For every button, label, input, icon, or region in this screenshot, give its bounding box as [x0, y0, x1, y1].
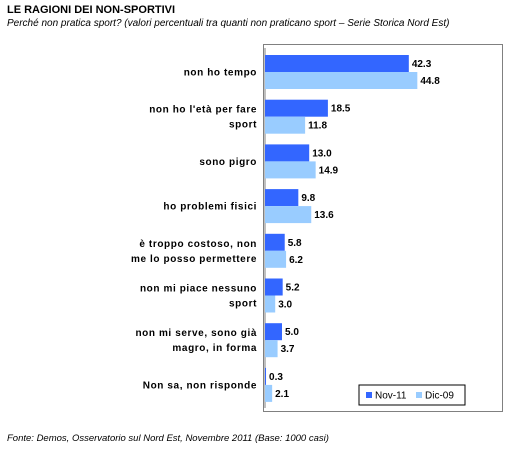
legend-box: [358, 384, 466, 406]
legend-swatch-1: [366, 392, 372, 398]
category-label-6: non mi piace nessuno sport: [140, 284, 257, 310]
legend: Nov-11 Dic-09: [358, 384, 466, 406]
legend-label-1: Nov-11: [375, 391, 407, 402]
value-label-1-4: 9.8: [301, 193, 315, 204]
value-label-1-1: 42.3: [412, 59, 432, 70]
value-label-1-7: 5.0: [285, 327, 299, 338]
chart-subtitle: Perché non pratica sport? (valori percen…: [7, 18, 450, 29]
value-label-1-3: 13.0: [312, 148, 332, 159]
bar-1-6: [265, 278, 283, 296]
value-label-1-2: 18.5: [331, 104, 351, 115]
category-label-5: è troppo costoso, non me lo posso permett…: [131, 239, 257, 265]
value-label-1-5: 5.8: [288, 238, 302, 249]
legend-label-2: Dic-09: [425, 391, 454, 402]
bar-2-7: [265, 340, 278, 358]
bar-2-5: [265, 250, 287, 268]
category-label-7: non mi serve, sono già magro, in forma: [135, 328, 257, 354]
legend-swatch-2: [416, 392, 422, 398]
category-label-3: sono pigro: [199, 157, 257, 168]
plot-area: [263, 44, 503, 412]
category-label-8: Non sa, non risponde: [143, 380, 257, 391]
source-note: Fonte: Demos, Osservatorio sul Nord Est,…: [7, 433, 329, 444]
value-label-2-6: 3.0: [278, 300, 292, 311]
bar-1-8: [265, 367, 267, 385]
value-label-1-6: 5.2: [286, 283, 300, 294]
bar-2-3: [265, 161, 316, 179]
value-label-2-7: 3.7: [281, 344, 295, 355]
bar-1-7: [265, 323, 282, 341]
category-label-4: ho problemi fisici: [163, 202, 257, 213]
bar-1-4: [265, 189, 299, 207]
bar-1-5: [265, 233, 285, 251]
value-label-2-2: 11.8: [308, 121, 327, 132]
bar-2-2: [265, 116, 306, 134]
value-label-2-5: 6.2: [289, 255, 303, 266]
bar-1-1: [265, 55, 409, 72]
chart-title: LE RAGIONI DEI NON-SPORTIVI: [7, 4, 176, 16]
value-label-2-8: 2.1: [275, 389, 289, 400]
category-label-2: non ho l'età per fare sport: [149, 105, 257, 131]
bar-1-2: [265, 99, 328, 117]
value-label-1-8: 0.3: [269, 372, 283, 383]
bar-2-8: [265, 384, 273, 402]
bar-2-1: [265, 72, 418, 89]
value-label-2-1: 44.8: [420, 76, 440, 87]
bar-2-6: [265, 295, 276, 313]
value-label-2-4: 13.6: [314, 210, 334, 221]
bar-2-4: [265, 206, 312, 224]
bar-1-3: [265, 144, 310, 162]
category-label-1: non ho tempo: [184, 68, 257, 79]
value-label-2-3: 14.9: [319, 165, 339, 176]
